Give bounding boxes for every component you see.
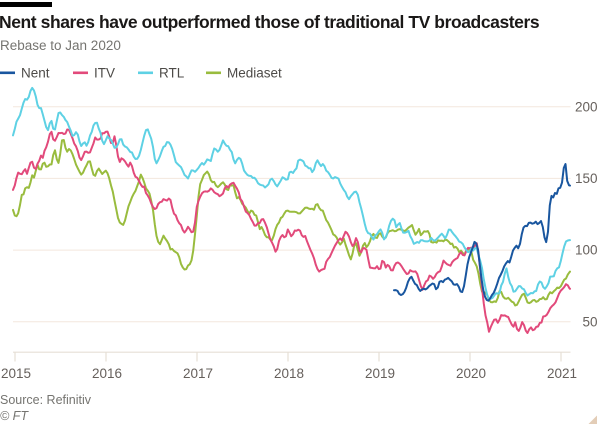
svg-text:Rebase to Jan 2020: Rebase to Jan 2020 bbox=[0, 38, 121, 53]
svg-text:2018: 2018 bbox=[274, 366, 304, 381]
svg-text:50: 50 bbox=[583, 315, 598, 330]
svg-text:2021: 2021 bbox=[547, 366, 577, 381]
svg-text:2020: 2020 bbox=[456, 366, 486, 381]
svg-text:Nent: Nent bbox=[21, 66, 50, 81]
svg-text:100: 100 bbox=[575, 243, 598, 258]
svg-text:2016: 2016 bbox=[92, 366, 122, 381]
svg-text:Mediaset: Mediaset bbox=[227, 66, 282, 81]
svg-text:2015: 2015 bbox=[1, 366, 31, 381]
svg-text:2017: 2017 bbox=[183, 366, 213, 381]
svg-text:RTL: RTL bbox=[159, 66, 185, 81]
svg-text:Nent shares have outperformed: Nent shares have outperformed those of t… bbox=[0, 12, 540, 32]
svg-text:200: 200 bbox=[575, 100, 598, 115]
svg-text:2019: 2019 bbox=[365, 366, 395, 381]
svg-text:© FT: © FT bbox=[0, 409, 29, 423]
svg-text:Source: Refinitiv: Source: Refinitiv bbox=[0, 393, 92, 407]
svg-text:150: 150 bbox=[575, 171, 598, 186]
svg-text:ITV: ITV bbox=[94, 66, 115, 81]
